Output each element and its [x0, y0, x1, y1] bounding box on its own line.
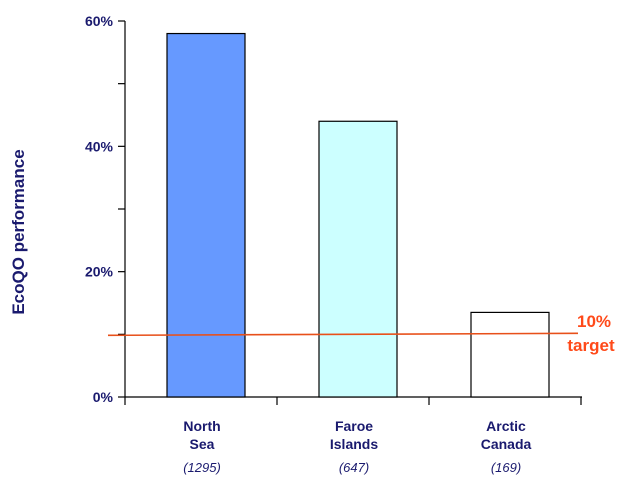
- x-category-label: North: [183, 418, 220, 434]
- x-category-count: (647): [339, 460, 369, 475]
- target-line: [107, 332, 579, 337]
- target-text-label: target: [567, 336, 615, 355]
- x-category-label: Faroe: [335, 418, 373, 434]
- x-category-count: (169): [491, 460, 521, 475]
- target-value-label: 10%: [577, 312, 611, 331]
- bars: [107, 32, 579, 398]
- x-category-label: Arctic: [486, 418, 526, 434]
- x-category-count: (1295): [183, 460, 221, 475]
- x-category-label: Canada: [481, 436, 532, 452]
- y-tick-label: 40%: [85, 138, 114, 154]
- y-tick-label: 20%: [85, 264, 114, 280]
- y-tick-label: 0%: [93, 389, 114, 405]
- bar: [318, 120, 398, 398]
- y-tick-label: 60%: [85, 13, 114, 29]
- y-axis-label: EcoQO performance: [9, 149, 28, 314]
- x-category-label: Sea: [190, 436, 215, 452]
- x-category-label: Islands: [330, 436, 378, 452]
- bar: [470, 311, 550, 398]
- labels: 0% 20% 40% 60% North Sea (1295) Faroe Islands (64…: [85, 13, 615, 475]
- bar: [166, 32, 246, 398]
